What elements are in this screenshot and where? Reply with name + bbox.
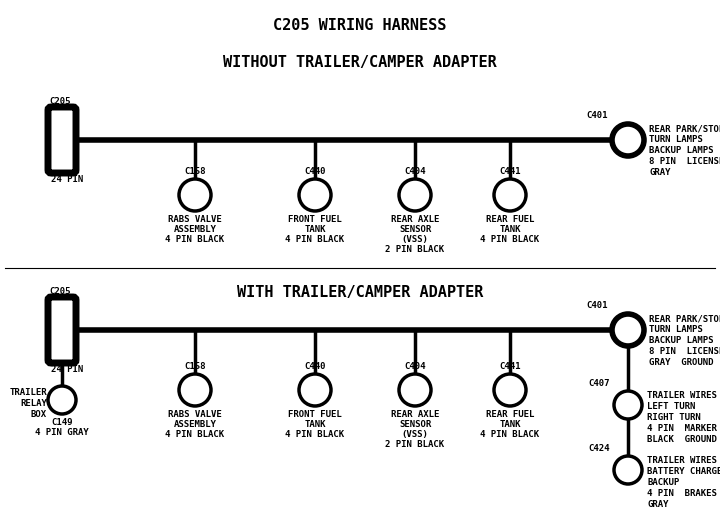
Text: REAR AXLE: REAR AXLE	[391, 410, 439, 419]
Text: 4 PIN BLACK: 4 PIN BLACK	[166, 235, 225, 244]
Circle shape	[612, 124, 644, 156]
Text: GRAY  GROUND: GRAY GROUND	[649, 358, 714, 367]
Text: 4 PIN BLACK: 4 PIN BLACK	[166, 430, 225, 439]
Text: BATTERY CHARGE: BATTERY CHARGE	[647, 467, 720, 476]
Circle shape	[48, 386, 76, 414]
Text: RABS VALVE: RABS VALVE	[168, 215, 222, 224]
Text: REAR FUEL: REAR FUEL	[486, 215, 534, 224]
Text: TRAILER WIRES: TRAILER WIRES	[647, 391, 717, 400]
Text: 4 PIN GRAY: 4 PIN GRAY	[35, 428, 89, 437]
Text: WITHOUT TRAILER/CAMPER ADAPTER: WITHOUT TRAILER/CAMPER ADAPTER	[223, 55, 497, 70]
Text: 4 PIN  BRAKES: 4 PIN BRAKES	[647, 489, 717, 498]
Text: TANK: TANK	[305, 225, 325, 234]
Text: (VSS): (VSS)	[402, 235, 428, 244]
Text: LEFT TURN: LEFT TURN	[647, 402, 696, 411]
Circle shape	[614, 456, 642, 484]
Text: C401: C401	[587, 301, 608, 310]
Text: BACKUP LAMPS: BACKUP LAMPS	[649, 336, 714, 345]
Text: TURN LAMPS: TURN LAMPS	[649, 135, 703, 144]
Text: BACKUP: BACKUP	[647, 478, 679, 487]
Text: 24 PIN: 24 PIN	[51, 365, 84, 374]
FancyBboxPatch shape	[48, 107, 76, 173]
Text: TANK: TANK	[305, 420, 325, 429]
Text: BACKUP LAMPS: BACKUP LAMPS	[649, 146, 714, 155]
Text: C149: C149	[51, 418, 73, 427]
Circle shape	[399, 179, 431, 211]
Text: C441: C441	[499, 362, 521, 371]
Text: ASSEMBLY: ASSEMBLY	[174, 420, 217, 429]
Text: TURN LAMPS: TURN LAMPS	[649, 325, 703, 334]
Circle shape	[612, 314, 644, 346]
Text: RELAY: RELAY	[20, 399, 47, 408]
Text: C404: C404	[404, 362, 426, 371]
FancyBboxPatch shape	[48, 297, 76, 363]
Text: 4 PIN BLACK: 4 PIN BLACK	[480, 235, 539, 244]
Text: BLACK  GROUND: BLACK GROUND	[647, 435, 717, 444]
Text: C205 WIRING HARNESS: C205 WIRING HARNESS	[274, 18, 446, 33]
Text: REAR AXLE: REAR AXLE	[391, 215, 439, 224]
Circle shape	[179, 179, 211, 211]
Text: TANK: TANK	[499, 420, 521, 429]
Circle shape	[299, 374, 331, 406]
Text: 24 PIN: 24 PIN	[51, 175, 84, 184]
Text: C404: C404	[404, 167, 426, 176]
Text: 4 PIN BLACK: 4 PIN BLACK	[480, 430, 539, 439]
Text: TANK: TANK	[499, 225, 521, 234]
Text: 2 PIN BLACK: 2 PIN BLACK	[385, 245, 444, 254]
Text: SENSOR: SENSOR	[399, 225, 431, 234]
Text: REAR PARK/STOP: REAR PARK/STOP	[649, 124, 720, 133]
Text: GRAY: GRAY	[649, 168, 670, 177]
Text: C441: C441	[499, 167, 521, 176]
Text: C440: C440	[305, 362, 325, 371]
Text: GRAY: GRAY	[647, 500, 668, 509]
Text: ASSEMBLY: ASSEMBLY	[174, 225, 217, 234]
Text: C401: C401	[587, 111, 608, 120]
Text: SENSOR: SENSOR	[399, 420, 431, 429]
Text: WITH TRAILER/CAMPER ADAPTER: WITH TRAILER/CAMPER ADAPTER	[237, 285, 483, 300]
Text: TRAILER WIRES: TRAILER WIRES	[647, 456, 717, 465]
Circle shape	[494, 179, 526, 211]
Text: C158: C158	[184, 167, 206, 176]
Text: REAR PARK/STOP: REAR PARK/STOP	[649, 314, 720, 323]
Circle shape	[494, 374, 526, 406]
Text: C424: C424	[588, 444, 610, 453]
Text: 8 PIN  LICENSE LAMPS: 8 PIN LICENSE LAMPS	[649, 347, 720, 356]
Text: BOX: BOX	[31, 410, 47, 419]
Text: 4 PIN BLACK: 4 PIN BLACK	[285, 235, 345, 244]
Text: C440: C440	[305, 167, 325, 176]
Text: (VSS): (VSS)	[402, 430, 428, 439]
Text: C205: C205	[49, 97, 71, 106]
Text: FRONT FUEL: FRONT FUEL	[288, 410, 342, 419]
Circle shape	[179, 374, 211, 406]
Circle shape	[399, 374, 431, 406]
Circle shape	[614, 391, 642, 419]
Text: 4 PIN  MARKER: 4 PIN MARKER	[647, 424, 717, 433]
Text: RIGHT TURN: RIGHT TURN	[647, 413, 701, 422]
Text: C158: C158	[184, 362, 206, 371]
Text: FRONT FUEL: FRONT FUEL	[288, 215, 342, 224]
Text: C407: C407	[588, 379, 610, 388]
Text: RABS VALVE: RABS VALVE	[168, 410, 222, 419]
Text: 4 PIN BLACK: 4 PIN BLACK	[285, 430, 345, 439]
Text: REAR FUEL: REAR FUEL	[486, 410, 534, 419]
Text: TRAILER: TRAILER	[9, 388, 47, 397]
Text: 8 PIN  LICENSE LAMPS: 8 PIN LICENSE LAMPS	[649, 157, 720, 166]
Text: 2 PIN BLACK: 2 PIN BLACK	[385, 440, 444, 449]
Text: C205: C205	[49, 287, 71, 296]
Circle shape	[299, 179, 331, 211]
